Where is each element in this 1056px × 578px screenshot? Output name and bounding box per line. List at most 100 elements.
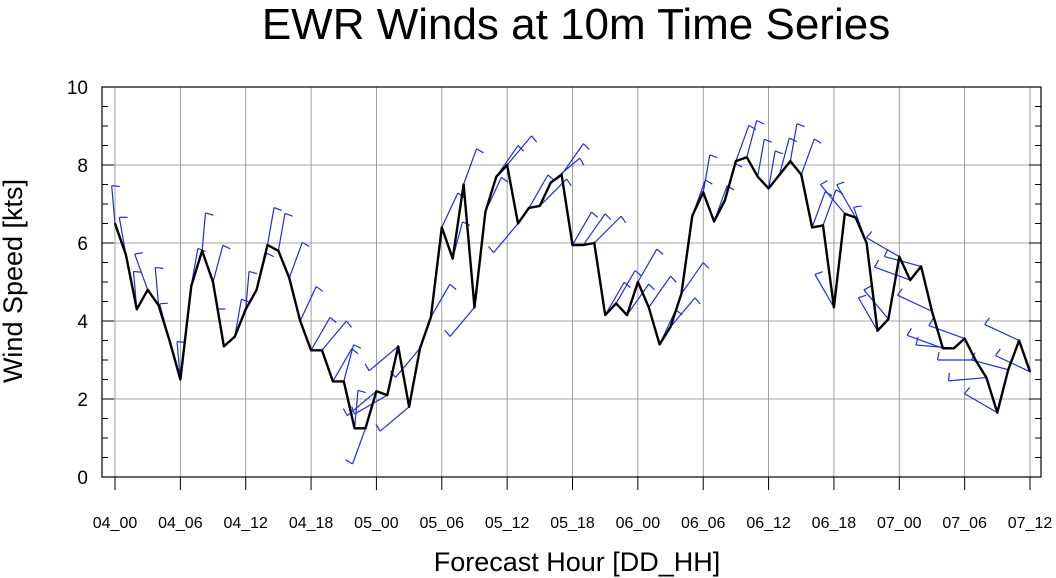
wind-barb (984, 317, 1020, 342)
wind-barb-shaft (811, 191, 826, 228)
wind-barb-flag (353, 344, 362, 349)
wind-barb-shaft (354, 390, 359, 429)
wind-barb (484, 176, 509, 213)
wind-speed-point (974, 359, 977, 361)
wind-barb-shaft (245, 271, 250, 310)
wind-barb-shaft (234, 299, 243, 337)
wind-barb-flag (604, 213, 612, 221)
wind-barb-flag (814, 271, 823, 276)
wind-barb (343, 344, 362, 382)
wind-speed-point (854, 216, 857, 219)
wind-speed-point (310, 349, 312, 352)
wind-barb (637, 248, 664, 283)
wind-barb (299, 286, 324, 322)
wind-barb-flag (273, 206, 282, 211)
wind-speed-point (342, 380, 345, 383)
wind-barb-shaft (735, 125, 750, 162)
axis-ticks: 0 2 4 6 8 10 04_00 04_06 04_12 04_18 05_00 05_06 05_… (67, 78, 1052, 532)
wind-barb (571, 211, 599, 246)
wind-speed-point (789, 160, 792, 163)
x-tick-label: 04_12 (223, 515, 268, 532)
wind-barb (266, 206, 282, 246)
wind-speed-point (440, 226, 443, 229)
wind-speed-point (963, 337, 966, 340)
wind-speed-point (887, 318, 890, 320)
x-tick-label: 06_18 (812, 515, 857, 532)
wind-barb-shaft (449, 306, 475, 337)
wind-speed-point (800, 173, 803, 176)
wind-barb (528, 174, 555, 209)
wind-speed-point (397, 345, 400, 348)
wind-speed-point (168, 339, 171, 342)
wind-barb (735, 124, 757, 162)
wind-speed-point (277, 249, 280, 252)
wind-barb-shaft (561, 143, 584, 176)
wind-barb (582, 213, 612, 246)
x-axis-label: Forecast Hour [DD_HH] (434, 547, 721, 577)
wind-speed-point (724, 199, 726, 202)
wind-speed-point (702, 191, 705, 194)
wind-barb (321, 320, 353, 351)
wind-barb (702, 154, 718, 193)
wind-barb-flag (820, 180, 828, 186)
wind-barb-flag (351, 406, 355, 415)
wind-barb (836, 181, 857, 218)
wind-speed-point (386, 394, 389, 396)
wind-barb-flag (947, 372, 950, 381)
wind-barb-flag (501, 176, 509, 183)
wind-barb-flag (111, 185, 120, 188)
wind-speed-point (713, 220, 716, 223)
x-tick-label: 05_00 (354, 515, 399, 532)
wind-speed-point (952, 347, 955, 350)
wind-barb-shaft (343, 344, 355, 382)
wind-barb-shaft (111, 185, 116, 224)
wind-barb-shaft (379, 406, 410, 432)
wind-speed-point (223, 345, 225, 348)
y-tick-label: 2 (77, 390, 88, 411)
wind-speed-point (636, 281, 639, 283)
wind-speed-point (190, 285, 193, 287)
wind-barb-flag (984, 317, 990, 325)
wind-barb-flag (342, 408, 348, 416)
wind-barb-shaft (984, 323, 1020, 342)
wind-barb (928, 318, 965, 340)
wind-barb-flag (906, 327, 912, 336)
wind-barb (819, 180, 846, 215)
wind-barb-shaft (582, 213, 606, 246)
wind-barb (506, 135, 538, 166)
wind-barb-shaft (680, 262, 704, 295)
wind-barb-flag (836, 181, 845, 186)
x-tick-label: 05_06 (420, 515, 465, 532)
wind-barb-shaft (571, 211, 593, 246)
wind-speed-point (680, 292, 683, 295)
wind-barb-flag (620, 215, 627, 224)
x-tick-label: 05_12 (485, 515, 530, 532)
wind-barb-flag (915, 336, 919, 346)
wind-barb (354, 389, 366, 429)
wind-speed-point (604, 314, 607, 317)
wind-barb (277, 212, 293, 251)
wind-barb (757, 138, 773, 177)
wind-speed-point (669, 325, 672, 328)
wind-barb-shaft (346, 390, 377, 417)
wind-barb-flag (897, 288, 903, 296)
x-tick-label: 04_06 (158, 515, 203, 532)
wind-barb-flag (345, 320, 353, 328)
wind-barb (746, 119, 765, 158)
wind-speed-point (833, 306, 835, 309)
y-tick-label: 4 (77, 312, 88, 333)
wind-barb (593, 215, 627, 244)
wind-barb-shaft (866, 237, 900, 258)
wind-barb-flag (315, 286, 324, 292)
wind-speed-point (473, 306, 476, 309)
wind-speed-point (985, 376, 988, 379)
y-tick-label: 10 (67, 78, 88, 99)
wind-barb-shaft (897, 294, 933, 312)
wind-barb-flag (995, 348, 1001, 356)
wind-speed-point (462, 183, 465, 186)
wind-barb-shaft (626, 283, 650, 316)
wind-barb-shaft (201, 212, 207, 251)
wind-barb-shaft (995, 355, 1031, 373)
wind-barb (342, 390, 377, 417)
wind-barb-flag (449, 283, 457, 290)
